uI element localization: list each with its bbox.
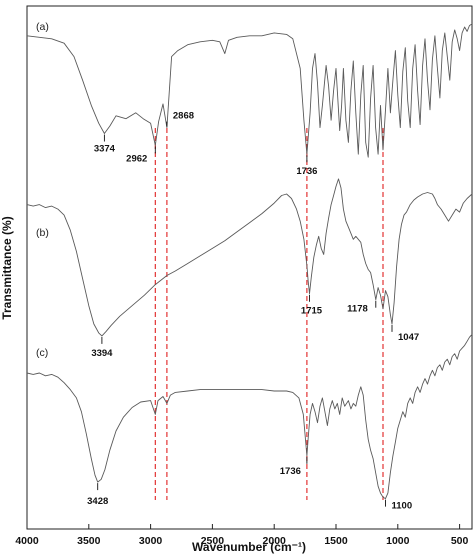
peak-label-3394: 3394 [91,348,113,359]
spectrum-trace-3 [26,334,473,500]
x-tick-label: 500 [451,535,469,547]
peak-label-1178: 1178 [347,304,368,315]
spectrum-trace-1 [26,23,473,158]
peak-label-3428: 3428 [87,496,108,507]
x-tick-label: 3500 [77,535,101,547]
y-axis-title: Transmittance (%) [0,216,14,319]
x-tick-label: 1500 [324,535,348,547]
panel-label-2: (b) [36,227,49,239]
spectrum-trace-2 [26,178,473,337]
peak-label-2962: 2962 [126,153,147,164]
x-axis-title: Wavenumber (cm⁻¹) [192,540,306,554]
x-axis-ticks: 4000 3500 3000 2500 2000 1500 1000 500 [15,524,469,547]
panel-label-1: (a) [36,21,49,33]
spectra-traces [26,23,473,500]
reference-lines [154,128,384,500]
panel-labels: (a) (b) (c) [36,21,49,359]
peak-label-1736: 1736 [280,466,301,477]
x-tick-label: 2500 [201,535,225,547]
x-tick-label: 2000 [263,535,287,547]
x-tick-label: 1000 [386,535,410,547]
plot-frame [26,5,473,530]
peak-label-1100: 1100 [392,501,413,512]
x-tick-label: 4000 [15,535,39,547]
peak-label-1047: 1047 [398,332,419,343]
x-tick-label: 3000 [139,535,163,547]
peak-label-3374: 3374 [94,144,116,155]
peak-label-1736: 1736 [296,166,317,177]
panel-label-3: (c) [36,347,48,359]
peak-label-2868: 2868 [173,111,194,122]
peak-label-1715: 1715 [301,306,323,317]
peak-annotations: 3374 2962 2868 1736 3394 1715 1178 1047 3428 1736… [87,111,419,512]
